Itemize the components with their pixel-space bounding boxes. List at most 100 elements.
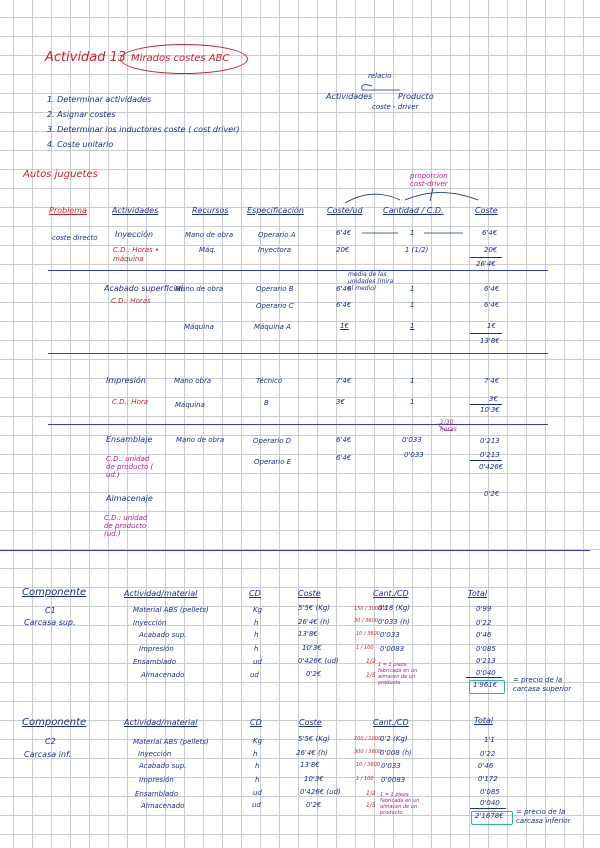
c2-r3-cd: h (255, 762, 260, 770)
step-2: 2. Asignar costes (47, 110, 116, 119)
g2-r3-cantidad: 1 (410, 322, 415, 330)
c1-r6-cd: ud (250, 671, 259, 679)
g2-r2-espec: Operario C (256, 302, 294, 310)
col-problema: Problema (49, 206, 87, 215)
c1-r1-cant-note: 150 / 300000 (354, 606, 388, 612)
c1-total: 1'961€ (473, 681, 498, 689)
c1-h-total: Total (468, 589, 488, 598)
diagram-top-label: relacio (368, 72, 392, 80)
c2-r1-cant: 0'2 (Kg) (380, 735, 408, 743)
c2-h-cant: Cant./CD (373, 718, 409, 727)
c1-name: Carcasa sup. (24, 618, 76, 627)
c1-r2-cd: h (254, 619, 259, 627)
g2-r1-recurso: Mano de obra (175, 285, 224, 293)
c2-r5-actividad: Ensamblado (135, 790, 179, 798)
g1-subtotal-rule (470, 257, 502, 258)
c1-r2-actividad: Inyección (133, 619, 167, 627)
c1-r6-actividad: Almacenado (141, 671, 185, 679)
c2-code: C2 (45, 737, 56, 746)
g4-r1-coste: 0'213 (480, 437, 500, 445)
g4-r2-coste: 0'213 (480, 451, 500, 459)
c1-note: 1 = 1 pieza fabricada en un almacen de u… (378, 662, 418, 686)
col-cantidad: Cantidad / C.D. (383, 206, 444, 215)
c2-r6-coste: 0'2€ (306, 801, 322, 809)
c1-h-cant: Cant./CD (373, 589, 409, 598)
c1-r1-cd: Kg (253, 606, 263, 614)
g5-r1-actividad: Almacenaje (106, 494, 153, 503)
g2-r3-coste: 1€ (487, 322, 496, 330)
c1-r2-cant-note: 30 / 3600 (354, 618, 378, 624)
c1-r2-total: 0'22 (476, 619, 492, 627)
proportion-note: proporcion cost-driver (410, 172, 448, 188)
col-coste: Coste (475, 206, 498, 215)
c1-r5-cant-note: 1/2 (366, 658, 376, 665)
c1-r4-actividad: Impresión (139, 645, 174, 653)
g2-r1-coste: 6'4€ (484, 285, 500, 293)
c2-note: 1 = 1 pieza fabricada en un almacen de u… (380, 792, 420, 816)
c2-r5-cant-note: 1/2 (366, 790, 376, 797)
c1-r4-cd: h (254, 645, 259, 653)
c2-r4-coste: 10'3€ (304, 775, 324, 783)
g2-r1-actividad: Acabado superficial (104, 284, 183, 293)
page-title: Actividad 13 (45, 50, 127, 65)
g3-subtotal: 10'3€ (480, 406, 500, 414)
c1-r6-total: 0'040 (476, 669, 496, 677)
c2-r1-coste: 5'5€ (Kg) (298, 735, 331, 743)
g4-r1-actividad: Ensamblaje (106, 435, 153, 444)
diagram-bottom-label: coste - driver (372, 103, 419, 111)
g3-r1-sub: C.D.: Hora (112, 398, 149, 406)
g2-r1-coste-ud: 6'4€ (336, 285, 352, 293)
c2-r6-actividad: Almacenado (141, 802, 185, 810)
subtitle-oval (120, 44, 248, 74)
g1-subtotal: 26'4€ (476, 260, 496, 268)
g1-r1-actividad: Inyección (115, 230, 154, 239)
c1-r5-cd: ud (253, 658, 262, 666)
g2-r2-cantidad: 1 (410, 301, 415, 309)
g4-r1-espec: Operario D (253, 437, 292, 445)
g2-r1-espec: Operario B (256, 285, 294, 293)
c2-r2-cant: 0'008 (h) (380, 749, 412, 757)
g2-note: media de las unidades (mira al medio) (348, 271, 394, 292)
c1-r3-cant: 0'033 (380, 631, 400, 639)
c2-r4-cant: 0'0083 (381, 776, 406, 784)
c1-r6-coste: 0'2€ (306, 670, 322, 678)
g4-r1-sub: C.D.: unidad de producto ( ud.) (106, 455, 154, 479)
c2-r1-actividad: Material ABS (pellets) (133, 738, 209, 746)
diagram-left-label: Actividades (326, 92, 373, 101)
g3-r2-cantidad: 1 (410, 398, 415, 406)
c1-r3-coste: 13'8€ (298, 630, 318, 638)
g3-r1-espec: Técnico (256, 377, 283, 385)
c2-r3-cant-note: 10 / 3600 (356, 762, 380, 768)
diagram-right-label: Producto (398, 92, 434, 101)
c2-r6-total: 0'040 (480, 799, 500, 807)
c1-r1-coste: 5'5€ (Kg) (298, 604, 331, 612)
divider-1 (48, 270, 548, 271)
c2-r2-coste: 26'4€ (h) (296, 749, 328, 757)
g1-r1-coste-ud: 6'4€ (336, 229, 352, 237)
g2-r2-coste: 6'4€ (484, 301, 500, 309)
g3-r2-recurso: Máquina (175, 401, 205, 409)
g4-r1-recurso: Mano de obra (176, 436, 225, 444)
c1-r1-actividad: Material ABS (pellets) (133, 606, 209, 614)
divider-4 (0, 550, 590, 551)
c1-total-note: = precio de la carcasa superior (513, 676, 572, 693)
c2-total-note: = precio de la carcasa inferior (516, 808, 571, 825)
g1-r2-recurso: Máq. (199, 246, 216, 254)
g4-note: 1/30 horas (440, 419, 457, 433)
g3-r1-coste-ud: 7'4€ (336, 377, 352, 385)
c2-total-box (471, 811, 513, 825)
c2-r2-cant-note: 300 / 3600 (354, 749, 382, 755)
c1-r5-coste: 0'426€ (ud) (298, 657, 339, 665)
c2-h-cd: CD (250, 718, 262, 727)
header-down-arrow (429, 187, 434, 202)
c2-h-actividad: Actividad/material (124, 718, 198, 727)
g4-r2-coste-ud: 6'4€ (336, 454, 352, 462)
g1-r2-espec: Inyectora (258, 246, 291, 254)
c2-h-coste: Coste (299, 718, 322, 727)
c2-r2-total: 0'22 (480, 750, 496, 758)
g2-r1-sub: C.D.: Horas (111, 297, 151, 305)
g3-r2-coste: 3€ (489, 395, 498, 403)
c2-r4-actividad: Impresión (139, 776, 174, 784)
left-note: coste directo (52, 234, 98, 242)
